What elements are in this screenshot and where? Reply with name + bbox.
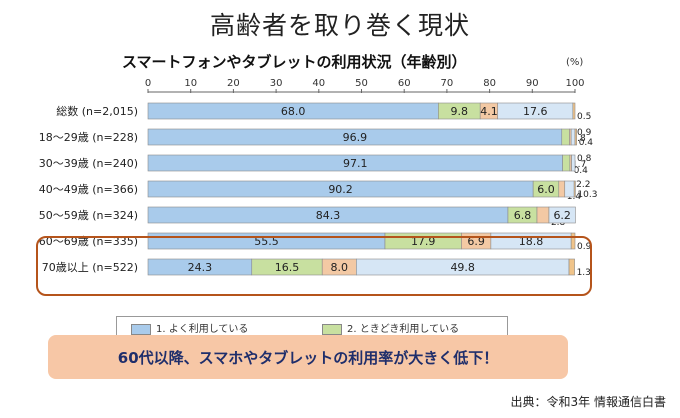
callout-banner: 60代以降、スマホやタブレットの利用率が大きく低下！ xyxy=(48,335,568,379)
highlight-box xyxy=(36,236,592,296)
bar-segment xyxy=(570,232,576,250)
data-label: 1.8 xyxy=(571,134,586,144)
category-label: 総数 (n=2,015) xyxy=(56,104,138,118)
bar-segment xyxy=(548,206,576,224)
bar-segment xyxy=(570,128,576,146)
x-tick-label: 20 xyxy=(227,78,240,89)
x-tick-label: 100 xyxy=(565,78,584,89)
data-label: 6.2 xyxy=(553,209,571,222)
bar-segment xyxy=(571,154,576,172)
legend-item: 2. ときどき利用している xyxy=(322,320,459,335)
data-label: 8.0 xyxy=(331,261,349,274)
data-label: 1.7 xyxy=(572,160,586,170)
data-label: 6.8 xyxy=(514,209,532,222)
x-tick-label: 80 xyxy=(483,78,496,89)
legend-item: 1. よく利用している xyxy=(131,320,248,335)
callout-text: 60代以降、スマホやタブレットの利用率が大きく低下！ xyxy=(117,348,499,367)
data-label: 2.2 xyxy=(576,180,590,190)
x-tick-label: 70 xyxy=(441,78,454,89)
bar-segment xyxy=(568,258,575,276)
x-tick-label: 50 xyxy=(355,78,368,89)
data-label: 0.8 xyxy=(577,154,592,164)
legend-label: 2. ときどき利用している xyxy=(347,324,460,335)
bar-segment xyxy=(572,102,576,120)
bar-segment xyxy=(561,128,570,146)
chart-title: スマートフォンやタブレットの利用状況（年齢別） xyxy=(122,53,467,71)
bar-segment xyxy=(564,180,575,198)
slide-title: 高齢者を取り巻く現状 xyxy=(209,11,470,40)
data-label: 6.0 xyxy=(537,183,555,196)
data-label: 6.9 xyxy=(467,235,485,248)
data-label: 16.5 xyxy=(275,261,300,274)
bar-segment xyxy=(536,206,550,224)
data-label: 4.1 xyxy=(480,105,498,118)
data-label: 49.8 xyxy=(450,261,475,274)
category-label: 18～29歳 (n=228) xyxy=(39,131,138,144)
data-label: 1.3 xyxy=(577,268,591,278)
legend-swatch xyxy=(322,323,342,335)
data-label: 0.9 xyxy=(577,242,592,252)
category-label: 70歳以上 (n=522) xyxy=(42,261,138,274)
data-label: 97.1 xyxy=(343,157,368,170)
legend-swatch xyxy=(131,323,151,335)
data-label: 17.6 xyxy=(523,105,548,118)
x-tick-label: 40 xyxy=(312,78,325,89)
bar-segment xyxy=(573,180,576,198)
data-label: 84.3 xyxy=(316,209,341,222)
category-label: 60～69歳 (n=335) xyxy=(39,235,138,248)
bar-segment xyxy=(562,154,571,172)
x-tick-label: 30 xyxy=(270,78,283,89)
axis-unit: (%) xyxy=(566,57,584,68)
source-note: 出典：令和3年 情報通信白書 xyxy=(510,395,666,409)
data-label: 0.5 xyxy=(577,112,591,122)
data-label: 90.2 xyxy=(328,183,353,196)
category-label: 30～39歳 (n=240) xyxy=(39,157,138,170)
data-label: 0.4 xyxy=(574,166,589,176)
x-tick-label: 90 xyxy=(526,78,539,89)
category-label: 40～49歳 (n=366) xyxy=(39,183,138,196)
data-label: 68.0 xyxy=(281,105,306,118)
x-tick-label: 0 xyxy=(145,78,151,89)
x-tick-label: 60 xyxy=(398,78,411,89)
legend-label: 1. よく利用している xyxy=(156,324,249,335)
data-label: 9.8 xyxy=(451,105,469,118)
data-label: 17.9 xyxy=(411,235,436,248)
data-label: 24.3 xyxy=(188,261,213,274)
x-tick-label: 10 xyxy=(184,78,197,89)
data-label: 0.9 xyxy=(577,128,592,138)
bar-segment xyxy=(574,128,578,146)
category-label: 50～59歳 (n=324) xyxy=(39,209,138,222)
data-label: 10.3 xyxy=(577,190,597,200)
bar-segment xyxy=(558,180,566,198)
data-label: 18.8 xyxy=(519,235,544,248)
data-label: 55.5 xyxy=(254,235,279,248)
data-label: 0.4 xyxy=(579,138,594,148)
data-label: 96.9 xyxy=(343,131,368,144)
